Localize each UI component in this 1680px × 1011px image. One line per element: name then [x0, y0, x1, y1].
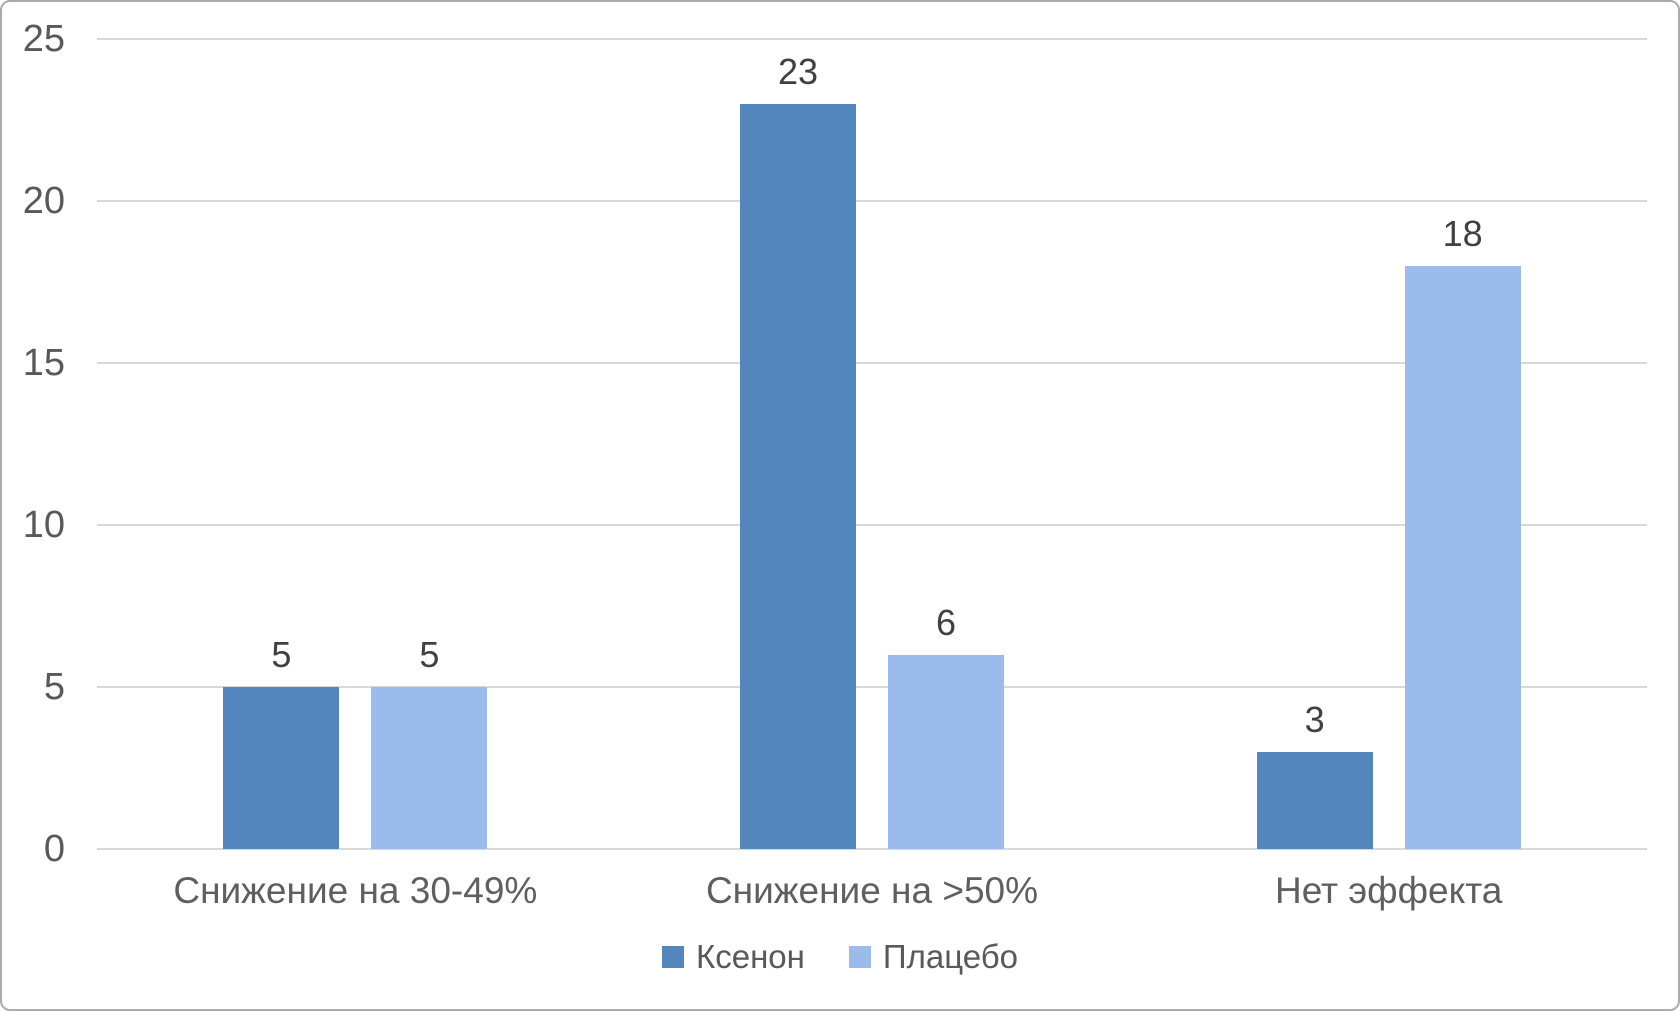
bar-value-label: 3	[1304, 698, 1325, 740]
bar-Ксенон-Нет эффекта	[1256, 751, 1373, 849]
gridline-y-5	[97, 686, 1647, 688]
legend-swatch-icon	[848, 945, 871, 968]
y-tick-label: 15	[22, 342, 65, 384]
gridline-y-0	[97, 848, 1647, 850]
legend-label: Плацебо	[882, 938, 1018, 975]
legend: Ксенон Плацебо	[2, 940, 1678, 973]
legend-swatch-icon	[662, 945, 684, 968]
y-tick-label: 5	[43, 666, 65, 708]
y-tick-label: 20	[22, 180, 65, 222]
bar-value-label: 18	[1442, 212, 1483, 254]
gridline-y-15	[97, 362, 1647, 364]
legend-item-Плацебо: Плацебо	[848, 938, 1018, 975]
bar-value-label: 23	[777, 50, 819, 92]
plot-area: 5 5 23 6 3 18	[97, 38, 1647, 850]
x-category-label: Снижение на 30-49%	[173, 870, 538, 911]
legend-item-Ксенон: Ксенон	[662, 940, 805, 973]
bar-Ксенон-Снижение на 30-49%	[223, 687, 340, 849]
bar-value-label: 6	[935, 601, 957, 643]
bar-Ксенон-Снижение на >50%	[740, 103, 856, 849]
gridline-y-25	[97, 38, 1647, 40]
bar-Плацебо-Нет эффекта	[1404, 265, 1521, 849]
gridline-y-10	[97, 524, 1647, 526]
x-category-label: Нет эффекта	[1274, 870, 1503, 911]
bar-Плацебо-Снижение на 30-49%	[371, 687, 488, 849]
y-tick-label: 0	[43, 828, 65, 870]
gridline-y-20	[97, 200, 1647, 202]
bar-Плацебо-Снижение на >50%	[888, 654, 1004, 849]
x-category-label: Снижение на >50%	[705, 870, 1039, 911]
legend-label: Ксенон	[696, 938, 805, 975]
bar-value-label: 5	[419, 634, 440, 675]
y-tick-label: 10	[22, 504, 65, 546]
y-tick-label: 25	[22, 18, 65, 60]
bar-value-label: 5	[271, 634, 292, 675]
